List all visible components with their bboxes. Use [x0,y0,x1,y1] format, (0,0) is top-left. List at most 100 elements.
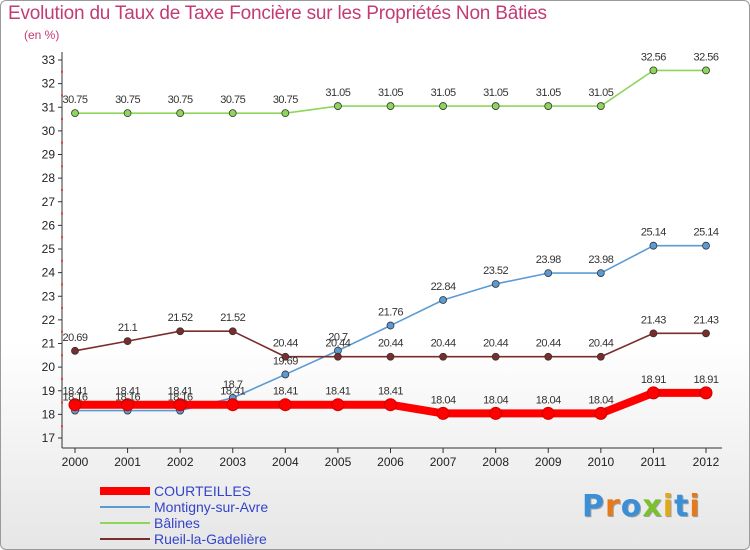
data-label: 25.14 [641,227,666,239]
y-tick-label: 25 [42,242,56,256]
data-label: 30.75 [115,94,140,106]
y-minor-tick [61,70,63,73]
data-point [281,109,290,118]
y-minor-tick [61,165,63,168]
data-label: 31.05 [325,87,350,99]
data-label: 19.69 [273,355,298,367]
legend-label: Montigny-sur-Avre [154,499,269,515]
data-label: 21.76 [378,307,403,319]
y-minor-tick [61,283,63,286]
x-tick-label: 2010 [587,455,614,469]
data-label: 18.41 [115,386,140,398]
data-point [702,329,710,338]
data-label: 18.91 [693,374,718,386]
data-point [596,269,605,277]
unit-label: (en %) [24,28,60,42]
y-minor-tick [61,401,63,404]
y-tick-label: 33 [42,53,56,67]
data-point [176,327,185,336]
data-point [71,109,79,118]
data-label: 25.14 [693,227,718,239]
data-label: 20.44 [483,338,508,350]
data-label: 23.98 [536,254,561,266]
x-tick-label: 2012 [693,455,720,469]
x-tick-label: 2011 [641,455,667,469]
data-label: 21.1 [118,322,138,334]
x-tick-label: 2008 [482,455,509,469]
data-point [384,398,397,412]
data-label: 18.16 [115,392,140,404]
y-tick-label: 18 [42,407,56,421]
data-label: 20.69 [62,332,87,344]
y-tick-label: 22 [42,313,56,327]
proxiti-logo: Proxiti [582,489,701,524]
data-label: 18.04 [536,394,561,406]
y-tick-label: 24 [42,266,56,280]
y-minor-tick [61,141,63,144]
data-label: 18.41 [378,386,403,398]
y-tick-label: 23 [42,289,56,303]
data-point [226,398,240,412]
data-point [439,296,447,304]
data-label: 18.7 [223,379,243,391]
data-label: 18.41 [62,386,87,398]
data-point [491,280,500,288]
data-label: 23.98 [588,254,613,266]
y-tick-label: 17 [42,431,56,445]
x-tick-label: 2006 [377,455,404,469]
y-minor-tick [61,425,63,428]
data-point [544,269,553,277]
y-tick-label: 19 [42,384,56,398]
y-minor-tick [61,118,63,121]
data-point [278,398,292,412]
y-tick-label: 26 [42,218,56,232]
data-point [649,329,658,338]
data-label: 18.16 [168,392,193,404]
data-point [491,102,500,110]
y-minor-tick [61,377,63,380]
y-tick-label: 32 [42,77,56,91]
legend-swatch [100,506,150,508]
data-label: 18.41 [273,386,298,398]
x-tick-label: 2004 [272,455,299,469]
data-label: 30.75 [273,94,298,106]
y-minor-tick [61,188,63,191]
data-point [702,66,710,75]
data-point [699,386,713,400]
data-point [334,102,342,110]
data-point [123,337,132,346]
data-point [228,327,237,336]
data-point [331,398,345,412]
data-label: 31.05 [588,87,613,99]
x-tick-label: 2007 [430,455,457,469]
data-point [544,102,553,110]
data-label: 20.44 [378,338,403,350]
data-point [702,241,710,250]
legend-label: COURTEILLES [154,483,251,499]
data-label: 18.16 [62,392,87,404]
data-label: 32.56 [693,51,718,63]
y-minor-tick [61,307,63,310]
data-point [649,66,658,75]
data-point [123,109,132,118]
data-point [386,352,395,361]
data-point [281,352,290,361]
y-tick-label: 20 [42,360,56,374]
data-point [439,102,447,110]
data-point [596,102,605,110]
x-tick-label: 2003 [219,455,246,469]
legend-swatch [100,538,150,540]
y-tick-label: 30 [42,124,56,138]
data-label: 18.41 [168,386,193,398]
data-point [596,352,605,361]
data-label: 18.04 [483,394,508,406]
data-point [228,109,237,118]
data-label: 20.44 [588,338,613,350]
data-point [491,352,500,361]
chart-title: Evolution du Taux de Taxe Foncière sur l… [8,3,547,24]
data-point [176,109,185,118]
data-label: 30.75 [168,94,193,106]
y-minor-tick [61,330,63,333]
